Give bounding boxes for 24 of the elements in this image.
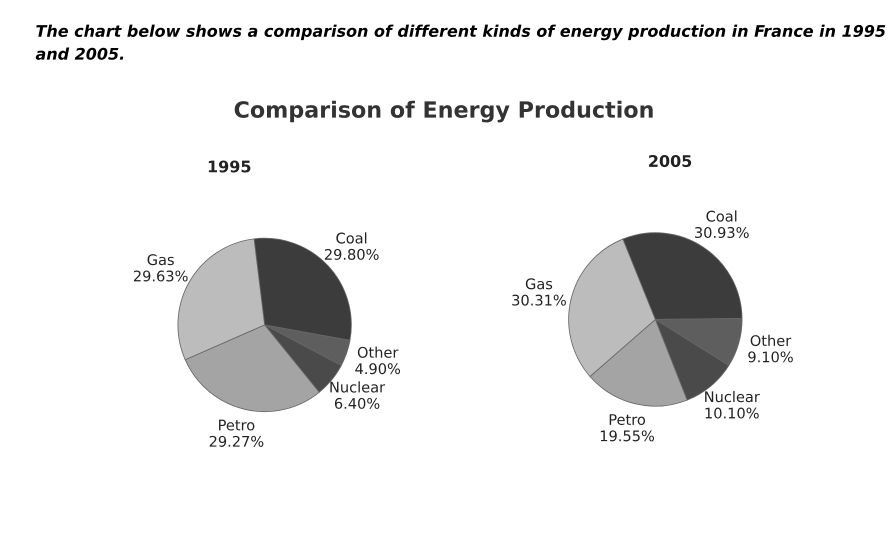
data-label: 4.90% <box>355 363 400 374</box>
slice-label: Nuclear <box>330 381 386 393</box>
slice-label: Petro <box>219 420 254 431</box>
data-label: 29.27% <box>210 436 264 447</box>
data-label: 9.10% <box>748 351 793 362</box>
slice-label: Other <box>750 334 792 346</box>
slice-label: Petro <box>610 414 646 426</box>
data-label: 19.55% <box>600 430 654 442</box>
slice-label: Nuclear <box>705 390 760 402</box>
data-label: 10.10% <box>706 408 759 419</box>
data-label: 6.40% <box>334 398 380 409</box>
data-label: 29.80% <box>324 248 379 260</box>
data-label: 29.63% <box>134 270 188 282</box>
chart-title: Comparison of Energy Production <box>234 100 653 122</box>
chart-subtitle: 2005 <box>649 154 692 168</box>
slice-label: Gas <box>148 254 174 266</box>
slice-label: Coal <box>706 210 736 222</box>
slice-label: Coal <box>336 232 366 244</box>
data-label: 30.93% <box>695 227 749 238</box>
text: The chart below shows a comparison of different kinds of energy production in France in 1995 and 2005. <box>36 24 886 60</box>
slice-label: Other <box>358 346 398 358</box>
data-label: 30.31% <box>512 294 566 306</box>
chart-subtitle: 1995 <box>208 160 250 173</box>
slice-label: Gas <box>526 278 552 290</box>
